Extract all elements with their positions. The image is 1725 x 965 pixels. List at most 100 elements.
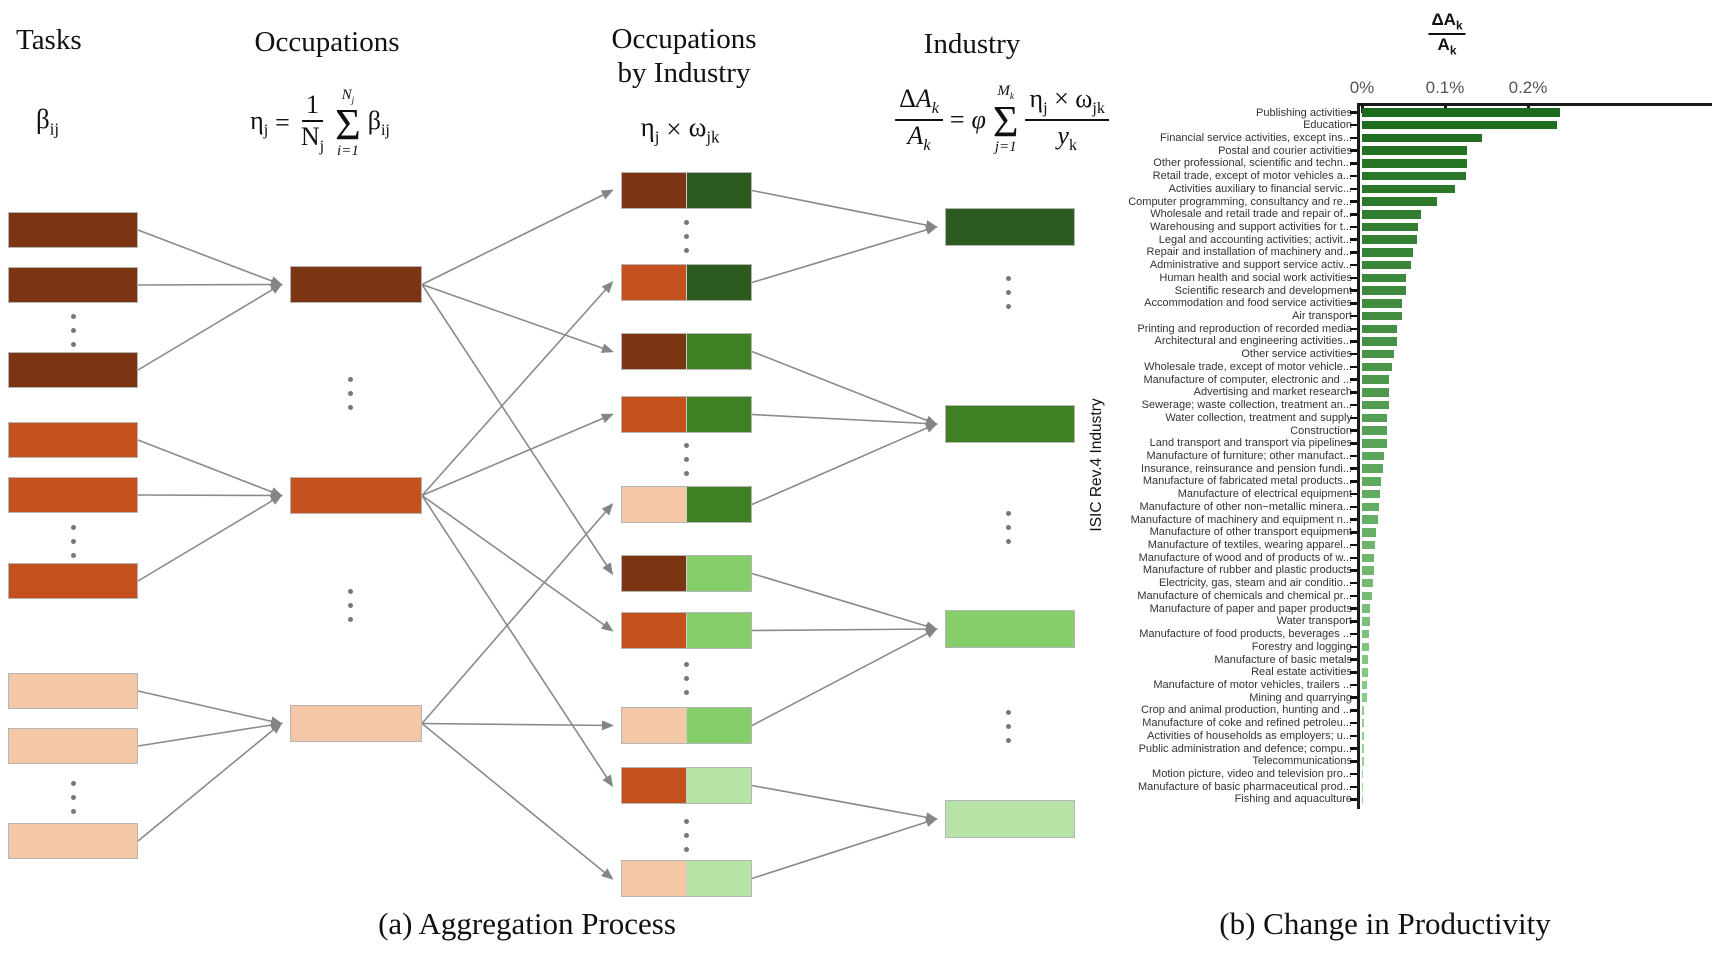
ellipsis-dot — [1005, 524, 1011, 530]
y-axis-tick — [1350, 760, 1357, 763]
occupation-industry-box — [621, 396, 752, 433]
bar-label: Manufacture of furniture; other manufact… — [1146, 449, 1352, 462]
industry-share-half — [686, 265, 751, 300]
industry-box — [945, 610, 1075, 648]
flow-arrow — [421, 494, 614, 632]
y-axis-tick — [1350, 149, 1357, 152]
y-axis-tick — [1350, 607, 1357, 610]
bar-label: Manufacture of rubber and plastic produc… — [1142, 564, 1352, 577]
bar-label: Printing and reproduction of recorded me… — [1137, 322, 1352, 335]
y-axis-tick — [1350, 632, 1357, 636]
flow-arrow — [421, 189, 614, 286]
occupation-share-half — [622, 265, 686, 300]
bar — [1362, 260, 1411, 270]
y-axis-tick — [1350, 365, 1357, 369]
ellipsis-dot — [70, 313, 76, 319]
task-box — [8, 477, 138, 513]
ellipsis-dot — [683, 675, 689, 681]
y-axis-tick — [1350, 340, 1357, 343]
ellipsis-dot — [70, 552, 76, 558]
bar — [1362, 311, 1402, 321]
flow-arrow — [751, 225, 938, 284]
bar — [1362, 133, 1483, 143]
industry-column-title: Industry — [923, 28, 1021, 60]
occupation-industry-box — [621, 612, 752, 649]
flow-arrow — [751, 784, 938, 823]
bar — [1362, 464, 1383, 473]
y-axis-tick — [1350, 569, 1357, 572]
bar — [1362, 171, 1466, 181]
bar — [1362, 299, 1402, 308]
bar-label: Mining and quarrying — [1249, 691, 1352, 704]
y-axis-tick — [1350, 136, 1357, 140]
flow-arrow — [137, 490, 283, 501]
occupation-share-half — [622, 334, 686, 369]
ellipsis-dot — [347, 376, 353, 382]
flow-arrow — [421, 284, 614, 576]
y-axis-tick — [1350, 696, 1357, 699]
bar-label: Manufacture of textiles, wearing apparel… — [1147, 539, 1352, 552]
y-axis-tick — [1350, 785, 1357, 789]
occupation-share-half — [622, 708, 686, 743]
ellipsis-dot — [70, 808, 76, 814]
flow-arrow — [137, 494, 283, 582]
bar-label: Financial service activities, except ins… — [1160, 131, 1352, 144]
ellipsis-dot — [347, 588, 353, 594]
bar-label: Publishing activities — [1256, 106, 1352, 119]
y-axis-tick — [1350, 123, 1357, 127]
y-axis-tick — [1350, 747, 1357, 750]
bar — [1362, 413, 1387, 423]
ellipsis-dot — [1005, 275, 1011, 281]
industry-box — [945, 208, 1075, 246]
bar-label: Education — [1303, 119, 1352, 132]
task-box — [8, 563, 138, 599]
bar-label: Manufacture of paper and paper products — [1149, 602, 1352, 615]
bar — [1362, 197, 1437, 206]
bar-label: Manufacture of basic metals — [1214, 653, 1352, 666]
y-axis-tick — [1350, 671, 1357, 674]
bar — [1362, 159, 1467, 168]
flow-arrow — [137, 720, 283, 747]
occupation-box — [290, 266, 422, 303]
bar-label: Forestry and logging — [1251, 640, 1352, 653]
y-axis-label: ISIC Rev.4 Industry — [1088, 398, 1105, 532]
industry-share-half — [686, 613, 751, 648]
flow-arrow — [137, 439, 283, 497]
occupation-industry-box — [621, 860, 752, 897]
bar-label: Manufacture of electrical equipment — [1177, 488, 1352, 501]
bar — [1362, 324, 1397, 334]
bar-label: Water transport — [1276, 615, 1352, 628]
y-axis-tick — [1350, 263, 1357, 267]
bar-label: Public administration and defence; compu… — [1138, 742, 1352, 755]
bar — [1362, 400, 1389, 410]
flow-arrow — [421, 495, 614, 788]
y-axis-tick — [1350, 238, 1357, 241]
bar — [1362, 477, 1382, 486]
flow-arrow — [751, 572, 938, 631]
bar-label: Repair and installation of machinery and… — [1146, 246, 1352, 259]
bar-label: Manufacture of wood and of products of w… — [1138, 551, 1352, 564]
bar-label: Manufacture of computer, electronic and … — [1143, 373, 1352, 386]
y-axis-tick — [1350, 480, 1357, 483]
bar — [1362, 248, 1414, 257]
industry-box — [945, 405, 1075, 443]
flow-arrow — [137, 722, 283, 842]
bar-label: Legal and accounting activities; activit… — [1158, 233, 1352, 246]
bar-label: Air transport — [1292, 310, 1352, 323]
task-box — [8, 267, 138, 303]
flow-arrow — [751, 817, 938, 880]
flow-arrow — [137, 229, 283, 286]
bar — [1362, 273, 1406, 283]
ellipsis-dot — [683, 470, 689, 476]
y-axis-tick — [1350, 200, 1357, 203]
occupation-share-half — [622, 487, 686, 522]
occupation-box — [290, 477, 422, 514]
obi-title-line1: Occupations — [611, 23, 757, 55]
y-axis-tick — [1350, 174, 1357, 178]
bar — [1362, 769, 1364, 779]
bar-label: Computer programming, consultancy and re… — [1128, 195, 1352, 208]
y-axis-tick — [1350, 467, 1357, 470]
ellipsis-dot — [683, 832, 689, 838]
bar — [1362, 184, 1455, 194]
